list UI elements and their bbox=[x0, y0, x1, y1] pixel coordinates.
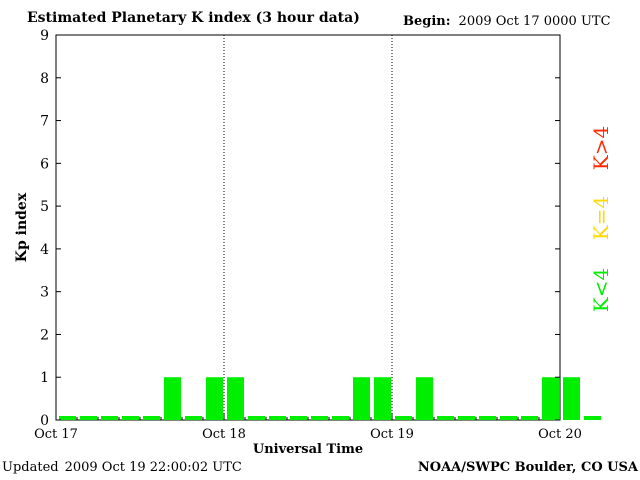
y-tick-label: 1 bbox=[40, 370, 49, 386]
legend-item: K<4 bbox=[589, 268, 613, 312]
begin-value: 2009 Oct 17 0000 UTC bbox=[458, 14, 611, 29]
kp-bar bbox=[416, 377, 433, 420]
y-tick-label: 8 bbox=[40, 71, 49, 87]
kp-bar bbox=[80, 416, 97, 420]
kp-bar bbox=[353, 377, 370, 420]
kp-bar bbox=[374, 377, 391, 420]
y-axis-label: Kp index bbox=[14, 192, 30, 262]
legend-item: K=4 bbox=[589, 196, 613, 240]
kp-bar bbox=[500, 416, 517, 420]
x-tick-label: Oct 19 bbox=[370, 427, 414, 442]
kp-bar bbox=[290, 416, 307, 420]
begin-info: Begin: 2009 Oct 17 0000 UTC bbox=[403, 15, 611, 29]
kp-bar bbox=[437, 416, 454, 420]
x-tick-label: Oct 17 bbox=[34, 427, 78, 442]
kp-bar bbox=[269, 416, 286, 420]
y-tick-label: 5 bbox=[40, 199, 49, 215]
kp-bar bbox=[458, 416, 475, 420]
y-tick-label: 7 bbox=[40, 114, 49, 130]
kp-bar bbox=[248, 416, 265, 420]
kp-bar bbox=[101, 416, 118, 420]
kp-bar bbox=[563, 377, 580, 420]
updated-label: Updated bbox=[2, 460, 59, 475]
y-tick-label: 6 bbox=[40, 156, 49, 172]
credit-text: NOAA/SWPC Boulder, CO USA bbox=[417, 460, 638, 475]
y-tick-label: 9 bbox=[40, 28, 49, 44]
kp-bar bbox=[521, 416, 538, 420]
kp-bar bbox=[185, 416, 202, 420]
x-tick-label: Oct 20 bbox=[538, 427, 582, 442]
kp-bar bbox=[206, 377, 223, 420]
kp-bar bbox=[59, 416, 76, 420]
updated-value: 2009 Oct 19 22:00:02 UTC bbox=[64, 460, 242, 475]
x-axis-label: Universal Time bbox=[253, 442, 363, 457]
y-tick-label: 3 bbox=[40, 285, 49, 301]
kp-bar bbox=[479, 416, 496, 420]
x-tick-label: Oct 18 bbox=[202, 427, 246, 442]
kp-bar bbox=[164, 377, 181, 420]
kp-bar bbox=[227, 377, 244, 420]
y-tick-label: 2 bbox=[40, 327, 49, 343]
y-tick-label: 4 bbox=[40, 242, 49, 258]
kp-bar bbox=[311, 416, 328, 420]
plot-frame bbox=[55, 34, 561, 421]
kp-bar bbox=[395, 416, 412, 420]
kp-bar bbox=[332, 416, 349, 420]
begin-label: Begin: bbox=[403, 14, 451, 29]
kp-bar bbox=[584, 416, 601, 420]
legend-item: K>4 bbox=[589, 126, 613, 170]
kp-bar bbox=[542, 377, 559, 420]
chart-title: Estimated Planetary K index (3 hour data… bbox=[27, 10, 360, 26]
kp-bar bbox=[122, 416, 139, 420]
y-tick-label: 0 bbox=[40, 413, 49, 429]
updated-info: Updated 2009 Oct 19 22:00:02 UTC bbox=[2, 461, 242, 475]
kp-bar bbox=[143, 416, 160, 420]
